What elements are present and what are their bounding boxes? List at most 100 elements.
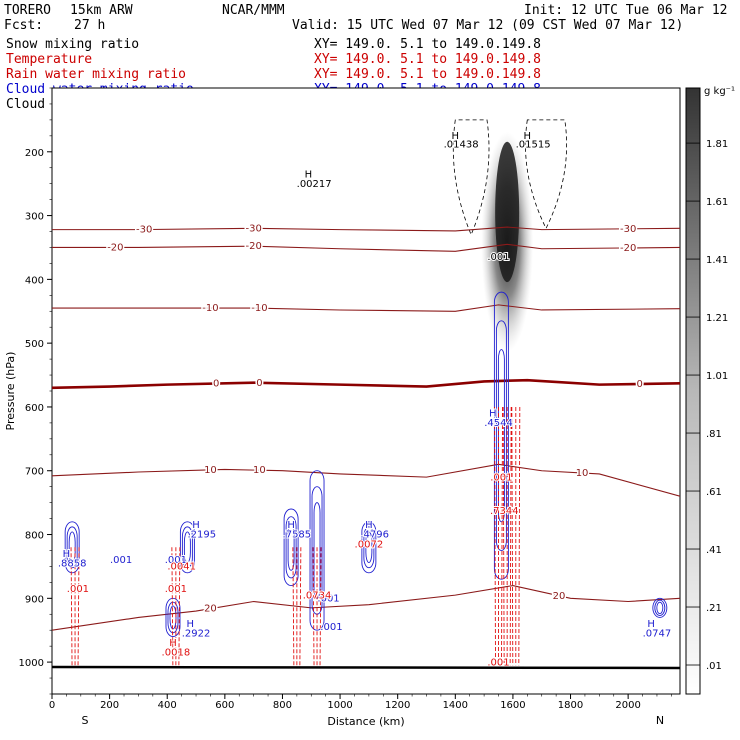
x-tick-label: 2000 — [615, 700, 640, 711]
rain-shaft — [178, 547, 181, 666]
rain-shaft — [502, 406, 505, 666]
contour-annotation: .001 — [165, 555, 187, 566]
temperature-contour-label: -20 — [620, 243, 636, 254]
cloud-water-cell — [66, 526, 78, 569]
contour-annotation: .001 — [165, 584, 187, 595]
cloud-water-cell — [68, 531, 76, 564]
cloud-water-cell — [495, 320, 507, 551]
cloud-water-cell — [165, 597, 181, 638]
temperature-contour — [52, 226, 680, 232]
contour-annotation: .01515 — [516, 139, 551, 150]
y-tick-label: 1000 — [19, 658, 44, 669]
cloud-water-cell — [183, 531, 191, 564]
temperature-contour — [52, 243, 680, 252]
colorbar-ramp — [685, 87, 701, 695]
cloud-ice-region — [525, 119, 567, 230]
contour-annotation: H — [452, 131, 460, 142]
contour-annotation: H — [169, 638, 177, 649]
temperature-contour — [52, 304, 680, 312]
rain-shaft — [319, 547, 322, 666]
colorbar-tick-label: .61 — [706, 487, 722, 498]
cloud-water-cell — [652, 597, 668, 618]
colorbar-tick-label: .81 — [706, 429, 722, 440]
y-tick-label: 700 — [25, 467, 44, 478]
contour-annotation: H — [524, 131, 532, 142]
cloud-water-cell — [493, 291, 509, 580]
contour-annotation: .8858 — [58, 558, 87, 569]
contour-annotation: .001 — [110, 555, 132, 566]
rain-shaft — [70, 547, 73, 666]
contour-annotation: .0734 — [303, 590, 332, 601]
x-tick-label: 1400 — [443, 700, 468, 711]
y-tick-label: 500 — [25, 339, 44, 350]
legend-field-range: XY= 149.0. 5.1 to 149.0.149.8 — [314, 67, 541, 82]
x-end-label-left: S — [82, 714, 89, 727]
temperature-contour-label: -10 — [251, 303, 267, 314]
x-axis-label: Distance (km) — [327, 715, 404, 728]
rain-shaft — [509, 406, 512, 666]
x-tick-label: 800 — [273, 700, 292, 711]
contour-annotation: .0072 — [355, 539, 384, 550]
temperature-contour-label: 20 — [553, 591, 566, 602]
legend-field-name: Temperature — [6, 52, 92, 67]
rain-shaft — [501, 406, 503, 666]
contour-annotation: .4796 — [360, 530, 389, 541]
temperature-contours: -30 -30 -30 -20 -20 -20 -10 -10 0 0 0 10 10 10 20 20 — [52, 222, 680, 631]
x-tick-label: 400 — [158, 700, 177, 711]
contour-annotation: H — [647, 619, 655, 630]
y-tick-label: 900 — [25, 594, 44, 605]
contour-annotation: .01438 — [444, 139, 479, 150]
colorbar-tick-label: 1.41 — [706, 255, 728, 266]
rain-shaft — [312, 547, 315, 666]
cloud-water-cell — [363, 526, 375, 569]
model-resolution: 15km ARW — [70, 3, 133, 18]
temperature-contour-label: -30 — [620, 224, 636, 235]
contour-annotation: .001 — [487, 657, 509, 668]
model-name: TORERO — [4, 3, 51, 18]
temperature-contour — [52, 584, 680, 631]
legend-field-range: XY= 149.0. 5.1 to 149.0.149.8 — [314, 52, 541, 67]
cloud-water-cell — [309, 470, 325, 631]
contour-annotation: .0041 — [167, 562, 196, 573]
snow-core — [495, 141, 520, 283]
cloud-ice-region — [452, 119, 490, 236]
y-tick-label: 600 — [25, 403, 44, 414]
snow-shading — [481, 131, 534, 353]
colorbar-tick-label: 1.21 — [706, 313, 728, 324]
colorbar-tick-label: .01 — [706, 661, 722, 672]
cloud-water-cell — [654, 599, 666, 616]
contour-annotation: .4544 — [484, 418, 513, 429]
x-axis: 0 200 400 600 800 1000 1200 1400 1600 1800 2000 — [49, 694, 672, 711]
contour-annotation: .7585 — [283, 530, 312, 541]
temperature-contour-label: 0 — [256, 378, 262, 389]
contour-annotation: .001 — [317, 594, 339, 605]
temperature-contour-label: -20 — [245, 241, 261, 252]
rain-contours — [70, 406, 521, 666]
rain-shaft — [299, 547, 302, 666]
valid-time: Valid: 15 UTC Wed 07 Mar 12 (09 CST Wed … — [292, 18, 683, 33]
cloud-water-cell — [287, 523, 295, 571]
organization: NCAR/MMM — [222, 3, 285, 18]
contour-annotation: H — [192, 520, 200, 531]
temperature-contour-label: -20 — [107, 242, 123, 253]
cloud-water-cell — [179, 521, 195, 574]
cloud-water-cell — [283, 508, 299, 587]
contour-annotation: .0018 — [162, 648, 191, 659]
plot-frame — [51, 87, 681, 695]
rain-shaft — [494, 406, 496, 666]
contour-annotation: H — [187, 619, 195, 630]
contour-annotation: H — [63, 549, 71, 560]
colorbar-tick-label: 1.81 — [706, 139, 728, 150]
contour-annotation: H — [489, 409, 497, 420]
colorbar-unit: g kg⁻¹ — [704, 86, 735, 97]
x-tick-label: 600 — [215, 700, 234, 711]
contour-annotation: H — [305, 169, 313, 180]
temperature-contour-label: 0 — [213, 379, 219, 390]
y-tick-label: 800 — [25, 531, 44, 542]
colorbar: g kg⁻¹ .01 .21 .41 .61 .81 1.01 1.21 1.41 1.61 1.… — [685, 86, 735, 695]
x-end-label-right: N — [656, 714, 664, 727]
contour-annotation: .7344 — [490, 506, 519, 517]
y-tick-label: 200 — [25, 148, 44, 159]
cloud-water-cell — [656, 601, 664, 615]
